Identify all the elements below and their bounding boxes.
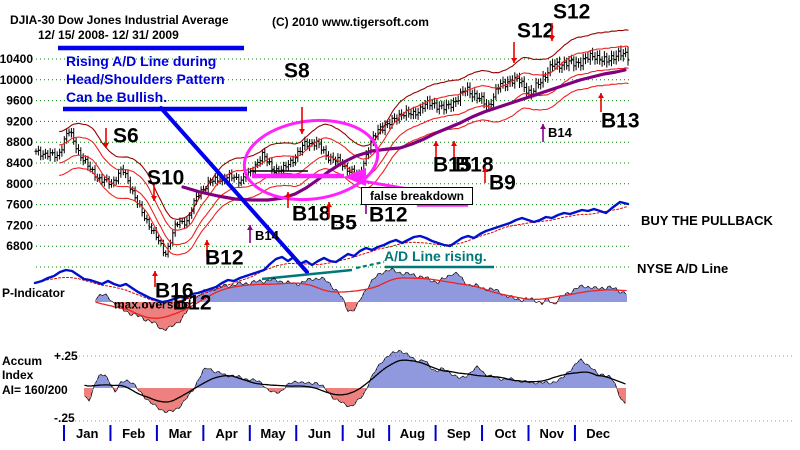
purple-ma-line — [181, 68, 627, 202]
downtrend-line — [159, 106, 309, 274]
signal-label-s8: S8 — [284, 59, 310, 82]
signal-arrowhead — [247, 225, 253, 230]
y-axis-label: 6800 — [6, 239, 33, 253]
month-label: Jan — [76, 426, 98, 441]
signal-arrowhead — [433, 141, 439, 146]
signal-label-b12: B12 — [173, 291, 212, 314]
index-label: Index — [2, 368, 34, 382]
signal-arrowhead — [598, 93, 604, 98]
signal-arrowhead — [152, 271, 158, 276]
magenta-arrowhead — [344, 168, 366, 186]
month-label: Mar — [169, 426, 192, 441]
head-shoulders-ellipse — [242, 118, 380, 202]
signal-label-s12: S12 — [553, 0, 590, 23]
month-label: Oct — [494, 426, 516, 441]
signal-arrowhead — [549, 36, 555, 41]
signal-label-b12: B12 — [369, 203, 408, 226]
minus-25-label: -.25 — [54, 411, 75, 425]
month-label: Apr — [215, 426, 237, 441]
signal-label-b5: B5 — [330, 211, 357, 234]
signal-label-b12: B12 — [205, 246, 244, 269]
chart-date-range: 12/ 15/ 2008- 12/ 31/ 2009 — [38, 28, 179, 42]
y-axis-label: 7200 — [6, 218, 33, 232]
signal-arrowhead — [326, 202, 332, 207]
annotation-line-2: Head/Shoulders Pattern — [66, 71, 225, 87]
annotation-line-3: Can be Bullish. — [66, 89, 168, 105]
signal-arrowhead — [511, 58, 517, 63]
nyse-ad-line-label: NYSE A/D Line — [637, 261, 729, 276]
accum-index-histogram — [84, 350, 626, 413]
y-axis-label: 8800 — [6, 135, 33, 149]
y-axis-label: 8000 — [6, 177, 33, 191]
month-label: Aug — [400, 426, 425, 441]
signal-arrowhead — [204, 240, 210, 245]
ad-line-rising-callout: A/D Line rising. — [384, 248, 487, 264]
month-label: Sep — [447, 426, 471, 441]
p-indicator-ma-curve — [95, 277, 627, 319]
month-label: Dec — [586, 426, 610, 441]
p-indicator-label: P-Indicator — [2, 286, 65, 300]
y-axis-label: 10400 — [0, 52, 33, 66]
annotation-line-1: Rising A/D Line during — [66, 53, 217, 69]
signal-arrowhead — [299, 129, 305, 134]
signal-arrowhead — [103, 143, 109, 148]
signal-arrowhead — [151, 196, 157, 201]
signal-label-max.oversold: max.oversold — [114, 297, 191, 311]
y-axis-label: 9600 — [6, 94, 33, 108]
month-label: Jun — [308, 426, 331, 441]
buy-pullback-label: BUY THE PULLBACK — [641, 213, 773, 228]
plus-25-label: +.25 — [54, 349, 78, 363]
month-label: Feb — [122, 426, 145, 441]
signal-arrowhead — [285, 192, 291, 197]
ad-trend-line-dashed — [355, 260, 385, 270]
signal-arrowhead — [482, 167, 488, 172]
month-label: Jul — [357, 426, 376, 441]
month-label: Nov — [539, 426, 564, 441]
y-axis-label: 7600 — [6, 198, 33, 212]
signal-label-b14: B14 — [548, 125, 573, 140]
accum-label: Accum — [2, 354, 43, 368]
p-indicator-histogram-outline — [95, 267, 627, 331]
accum-index-smooth-curve — [84, 359, 626, 403]
signal-arrowhead — [540, 124, 546, 129]
y-axis-label: 8400 — [6, 156, 33, 170]
signal-label-b15: B15 — [433, 153, 472, 176]
signal-label-b16: B16 — [155, 279, 194, 302]
y-axis-label: 9200 — [6, 114, 33, 128]
y-axis-label: 10000 — [0, 73, 33, 87]
signal-label-s12: S12 — [517, 19, 554, 42]
copyright-label: (C) 2010 www.tigersoft.com — [272, 15, 429, 29]
signal-label-b18: B18 — [292, 202, 331, 225]
month-label: May — [260, 426, 286, 441]
ad-trend-line — [261, 268, 353, 281]
signal-label-s6: S6 — [113, 124, 139, 147]
signal-label-b14: B14 — [255, 228, 280, 243]
chart-title: DJIA-30 Dow Jones Industrial Average — [10, 13, 229, 27]
false-breakdown-callout: false breakdown — [361, 187, 473, 205]
signal-label-b9: B9 — [489, 171, 516, 194]
signal-label-b13: B13 — [601, 109, 640, 132]
signal-arrowhead — [451, 141, 457, 146]
ai-ratio-label: AI= 160/200 — [2, 383, 68, 397]
signal-label-s10: S10 — [147, 166, 184, 189]
nyse-ad-line — [33, 200, 630, 304]
accum-index-histogram-outline — [84, 349, 626, 413]
